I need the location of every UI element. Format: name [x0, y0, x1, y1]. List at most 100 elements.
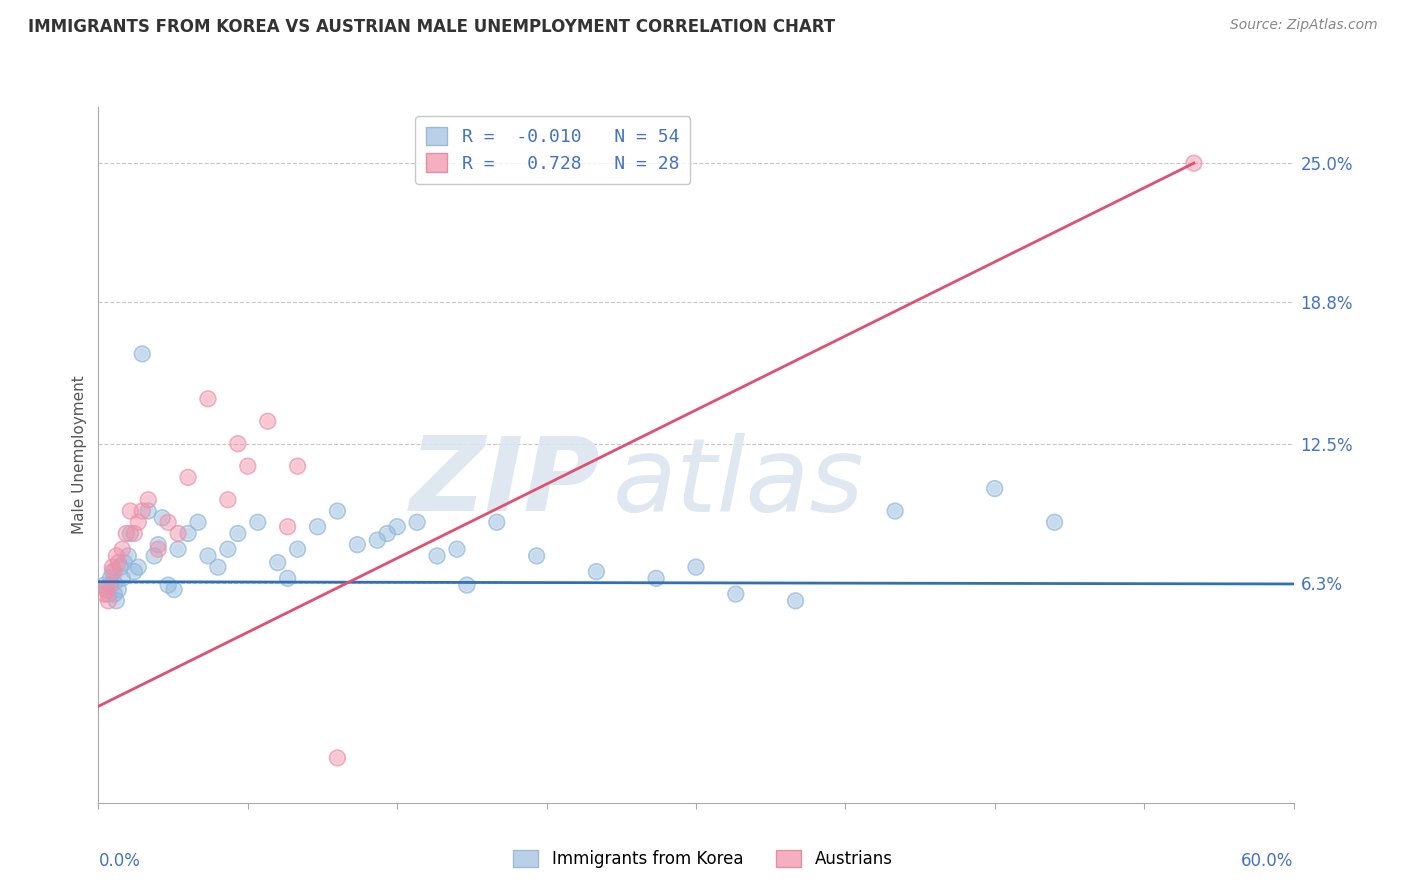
Point [97, 587, 120, 601]
Point [124, 526, 146, 541]
Point [98, 571, 122, 585]
Point [163, 582, 186, 597]
Text: IMMIGRANTS FROM KOREA VS AUSTRIAN MALE UNEMPLOYMENT CORRELATION CHART: IMMIGRANTS FROM KOREA VS AUSTRIAN MALE U… [28, 18, 835, 36]
Point [177, 470, 200, 484]
Y-axis label: Male Unemployment: Male Unemployment [72, 376, 87, 534]
Point [197, 549, 219, 563]
Point [187, 515, 209, 529]
Point [124, 526, 146, 541]
Point [96, 582, 118, 597]
Text: 60.0%: 60.0% [1241, 852, 1294, 870]
Point [103, 565, 125, 579]
Point [884, 504, 907, 518]
Point [585, 565, 607, 579]
Point [112, 556, 135, 570]
Point [685, 560, 707, 574]
Point [131, 504, 153, 518]
Point [136, 492, 159, 507]
Point [136, 492, 159, 507]
Point [96, 582, 118, 597]
Point [217, 542, 239, 557]
Point [246, 515, 269, 529]
Point [406, 515, 429, 529]
Point [226, 436, 249, 450]
Point [236, 459, 259, 474]
Point [287, 542, 309, 557]
Point [97, 587, 120, 601]
Point [111, 571, 134, 585]
Point [724, 587, 747, 601]
Point [120, 526, 142, 541]
Point [115, 526, 138, 541]
Point [277, 520, 299, 534]
Point [326, 751, 349, 765]
Point [143, 549, 166, 563]
Point [375, 526, 398, 541]
Point [105, 594, 128, 608]
Point [1043, 515, 1066, 529]
Point [97, 594, 120, 608]
Point [93, 587, 115, 601]
Point [150, 510, 173, 524]
Point [148, 542, 170, 557]
Point [585, 565, 607, 579]
Point [526, 549, 548, 563]
Point [326, 504, 349, 518]
Point [103, 575, 125, 590]
Point [526, 549, 548, 563]
Point [236, 459, 259, 474]
Point [101, 560, 124, 574]
Point [148, 538, 170, 552]
Point [127, 560, 149, 574]
Point [127, 515, 149, 529]
Point [157, 515, 180, 529]
Point [177, 526, 200, 541]
Point [136, 504, 159, 518]
Point [287, 459, 309, 474]
Point [187, 515, 209, 529]
Point [96, 582, 118, 597]
Point [167, 526, 190, 541]
Point [103, 587, 125, 601]
Point [1182, 156, 1205, 170]
Point [143, 549, 166, 563]
Point [93, 578, 115, 592]
Point [96, 582, 118, 597]
Point [326, 504, 349, 518]
Point [287, 459, 309, 474]
Text: ZIP: ZIP [409, 433, 600, 533]
Point [326, 751, 349, 765]
Text: atlas: atlas [613, 433, 863, 533]
Point [167, 542, 190, 557]
Point [111, 571, 134, 585]
Point [884, 504, 907, 518]
Point [98, 571, 122, 585]
Point [103, 565, 125, 579]
Legend: R =  -0.010   N = 54, R =   0.728   N = 28: R = -0.010 N = 54, R = 0.728 N = 28 [415, 116, 690, 184]
Point [446, 542, 468, 557]
Point [124, 565, 146, 579]
Point [267, 556, 290, 570]
Point [207, 560, 229, 574]
Point [115, 526, 138, 541]
Point [157, 515, 180, 529]
Point [277, 571, 299, 585]
Point [287, 542, 309, 557]
Point [136, 504, 159, 518]
Point [177, 526, 200, 541]
Point [131, 504, 153, 518]
Point [117, 549, 139, 563]
Point [107, 582, 129, 597]
Point [120, 504, 142, 518]
Point [163, 582, 186, 597]
Point [101, 560, 124, 574]
Point [107, 556, 129, 570]
Point [98, 578, 122, 592]
Point [105, 549, 128, 563]
Point [120, 526, 142, 541]
Point [97, 594, 120, 608]
Point [148, 538, 170, 552]
Point [110, 560, 132, 574]
Point [177, 470, 200, 484]
Point [456, 578, 478, 592]
